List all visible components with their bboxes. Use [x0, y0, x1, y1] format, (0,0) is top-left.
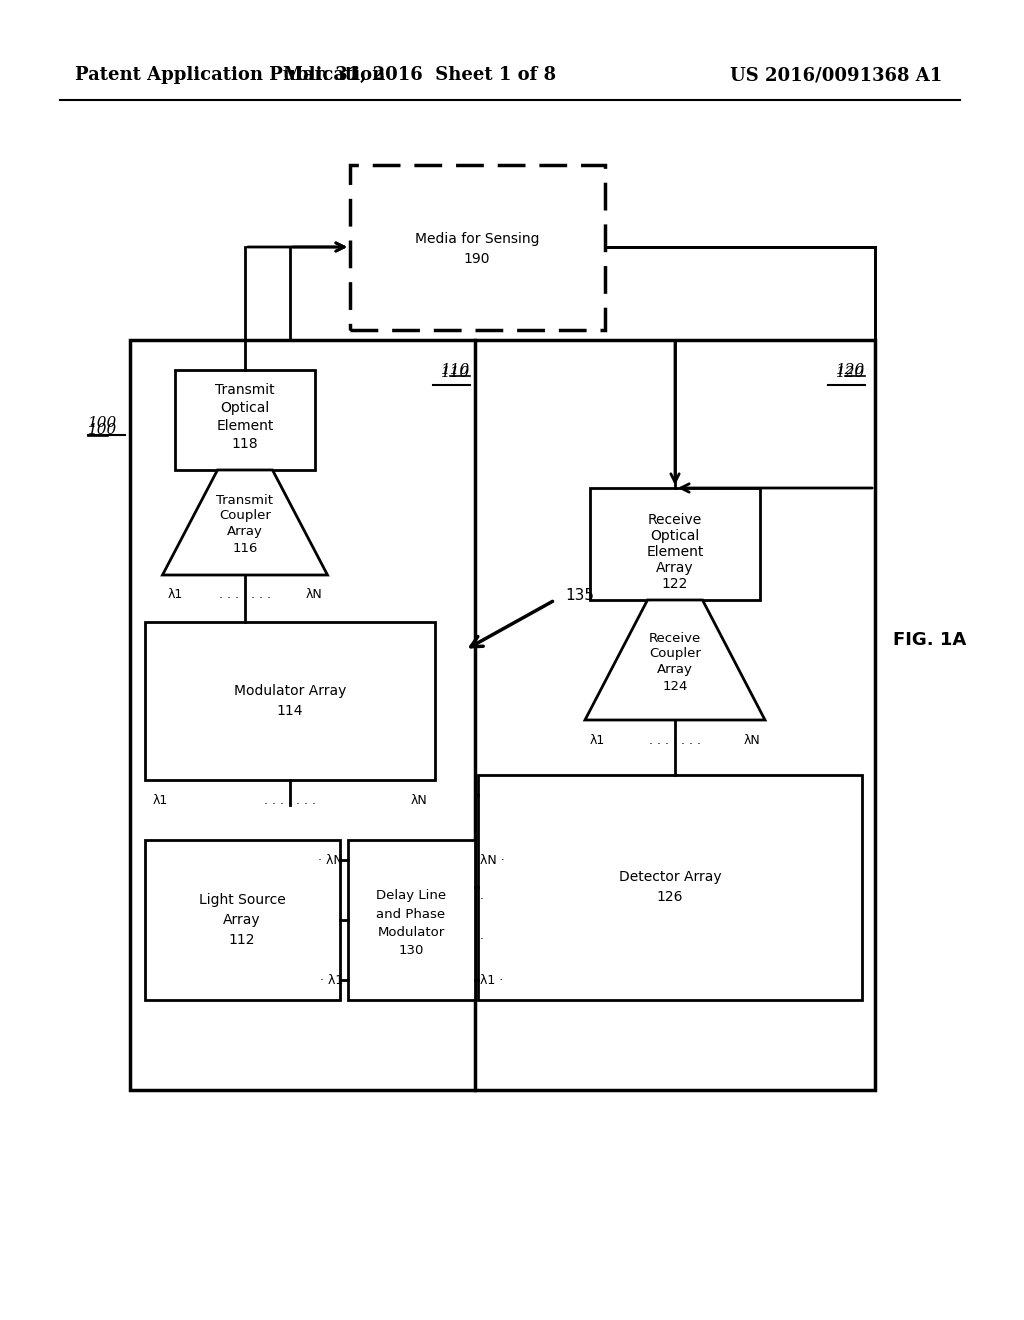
Text: · λN: · λN: [318, 854, 343, 866]
Bar: [478, 775, 862, 1001]
Text: 110: 110: [440, 363, 470, 378]
Text: Modulator Array: Modulator Array: [233, 684, 346, 698]
Bar: [350, 165, 605, 330]
Text: · λ1: · λ1: [319, 974, 343, 986]
Text: Array: Array: [223, 913, 261, 927]
Text: 114: 114: [276, 704, 303, 718]
Text: ·: ·: [339, 933, 343, 946]
Text: Light Source: Light Source: [199, 894, 286, 907]
Text: . . . . . . .: . . . . . . .: [264, 793, 316, 807]
Text: Transmit: Transmit: [215, 383, 274, 397]
Text: ·: ·: [480, 894, 484, 907]
Text: λN: λN: [411, 793, 427, 807]
Text: Optical: Optical: [220, 401, 269, 414]
Text: 112: 112: [228, 933, 255, 946]
Text: 126: 126: [656, 890, 683, 904]
Text: λ1: λ1: [590, 734, 605, 747]
Text: Transmit: Transmit: [216, 494, 273, 507]
Text: 135: 135: [565, 587, 594, 602]
Text: US 2016/0091368 A1: US 2016/0091368 A1: [730, 66, 942, 84]
Text: and Phase: and Phase: [377, 908, 445, 920]
Text: Patent Application Publication: Patent Application Publication: [75, 66, 385, 84]
Text: λN ·: λN ·: [480, 854, 505, 866]
Bar: [145, 622, 435, 780]
Text: Array: Array: [227, 525, 263, 539]
Text: 100: 100: [88, 422, 118, 437]
Text: Coupler: Coupler: [649, 648, 701, 660]
Text: Element: Element: [216, 418, 273, 433]
Text: λ1: λ1: [168, 589, 183, 602]
Text: 124: 124: [663, 680, 688, 693]
Text: λN: λN: [743, 734, 760, 747]
Text: . . . . . . .: . . . . . . .: [649, 734, 701, 747]
Text: Receive: Receive: [649, 631, 701, 644]
Text: Delay Line: Delay Line: [376, 890, 446, 903]
Text: ·: ·: [480, 933, 484, 946]
Text: Array: Array: [656, 561, 694, 576]
Text: λ1 ·: λ1 ·: [480, 974, 503, 986]
Text: 130: 130: [398, 944, 424, 957]
Text: Array: Array: [657, 664, 693, 676]
Text: . . . . . . .: . . . . . . .: [219, 589, 271, 602]
Text: Mar. 31, 2016  Sheet 1 of 8: Mar. 31, 2016 Sheet 1 of 8: [284, 66, 557, 84]
Text: 100: 100: [88, 416, 118, 430]
Text: 122: 122: [662, 577, 688, 591]
Text: λ1: λ1: [153, 793, 168, 807]
Bar: [130, 341, 874, 1090]
Text: Optical: Optical: [650, 529, 699, 543]
Text: 118: 118: [231, 437, 258, 451]
Text: 120: 120: [836, 366, 865, 380]
Text: 120: 120: [836, 363, 865, 378]
Text: FIG. 1A: FIG. 1A: [893, 631, 967, 649]
Bar: [590, 488, 760, 601]
Text: 116: 116: [232, 541, 258, 554]
Text: Media for Sensing: Media for Sensing: [415, 232, 540, 246]
Text: λN: λN: [305, 589, 322, 602]
Text: Modulator: Modulator: [378, 925, 444, 939]
Polygon shape: [585, 601, 765, 719]
Bar: [175, 370, 315, 470]
Bar: [145, 840, 340, 1001]
Text: Element: Element: [646, 545, 703, 558]
Polygon shape: [163, 470, 328, 576]
Text: Detector Array: Detector Array: [618, 870, 721, 884]
Text: Receive: Receive: [648, 513, 702, 527]
Bar: [348, 840, 475, 1001]
Text: ·: ·: [339, 894, 343, 907]
Text: 110: 110: [440, 366, 470, 380]
Text: Coupler: Coupler: [219, 510, 271, 523]
Text: 190: 190: [464, 252, 490, 267]
